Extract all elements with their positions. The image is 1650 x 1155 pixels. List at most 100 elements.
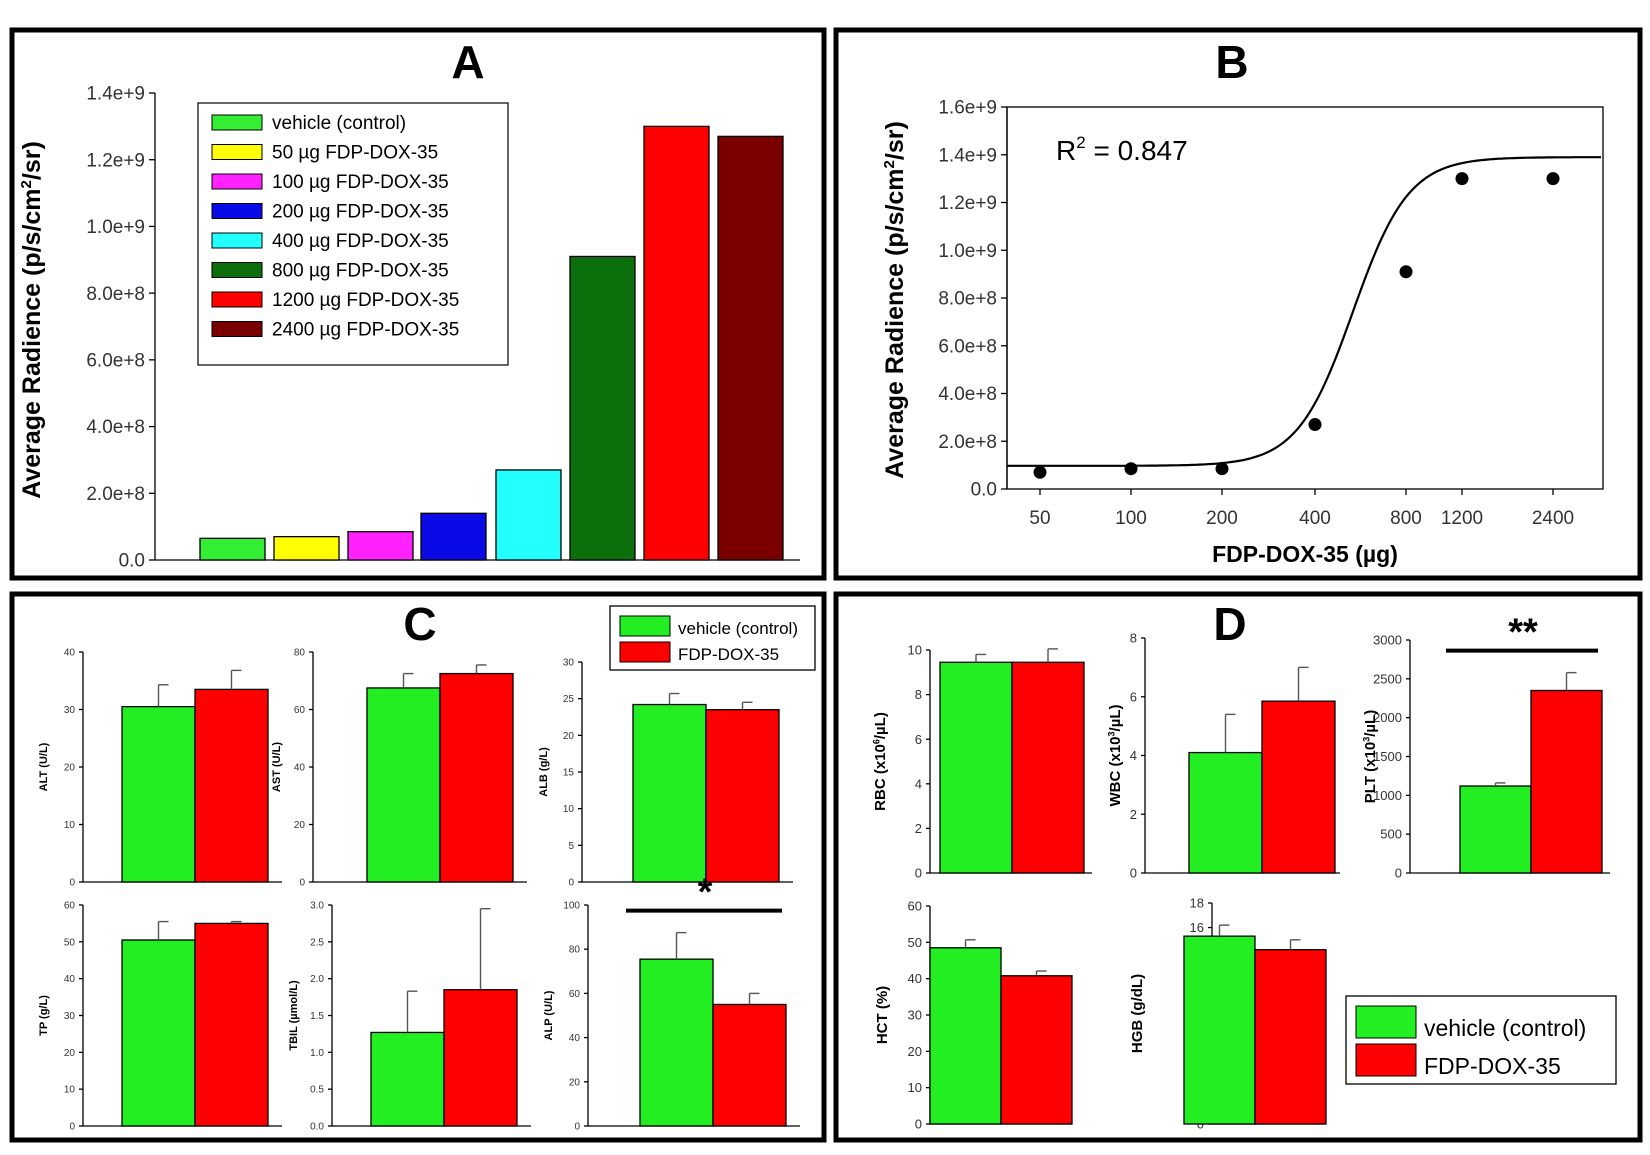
chart-alp-ytick-label: 0 xyxy=(574,1122,580,1133)
panel-a-legend-swatch xyxy=(211,203,263,219)
panel-b-plot-frame xyxy=(1006,106,1604,490)
panel-a-legend-label: vehicle (control) xyxy=(272,113,406,134)
chart-hct-bar xyxy=(929,947,1002,1125)
chart-alb-ytick-label: 5 xyxy=(568,841,574,852)
panel-a-bar xyxy=(569,255,636,561)
chart-rbc-ytick-label: 2 xyxy=(915,821,922,836)
chart-alp-ytick-label: 60 xyxy=(569,989,581,1000)
chart-wbc-ytick-label: 6 xyxy=(1130,689,1137,704)
chart-alb-ytick-label: 20 xyxy=(563,731,575,742)
panel-a-ytick-label: 6.0e+8 xyxy=(86,351,145,372)
chart-hgb-ytick-label: 18 xyxy=(1190,896,1204,911)
chart-tbil-bar xyxy=(443,989,518,1127)
chart-plt-ytick-label: 1000 xyxy=(1373,788,1402,803)
panel-a-bar xyxy=(347,530,414,561)
panel-a-bar xyxy=(273,536,340,561)
chart-alp-ytick-label: 20 xyxy=(569,1077,581,1088)
panel-label-c: C xyxy=(403,598,436,650)
chart-ast-ylabel: AST (U/L) xyxy=(271,742,283,792)
chart-hgb-ytick-label: 16 xyxy=(1190,920,1204,935)
chart-plt-ytick-label: 2500 xyxy=(1373,671,1402,686)
chart-rbc-ytick-label: 8 xyxy=(915,687,922,702)
panel-b-ytick-label: 0.0 xyxy=(971,480,997,501)
panel-b-xtick-label: 1200 xyxy=(1441,508,1483,529)
chart-alb-ytick-label: 10 xyxy=(563,804,575,815)
chart-wbc-ylabel: WBC (x103/µL) xyxy=(1107,704,1124,806)
chart-hct-ytick-label: 0 xyxy=(915,1117,922,1132)
chart-tp-ytick-label: 50 xyxy=(64,937,76,948)
panel-b-xtick-label: 800 xyxy=(1390,508,1422,529)
chart-alp-ytick-label: 40 xyxy=(569,1033,581,1044)
chart-alb-ytick-label: 0 xyxy=(568,878,574,889)
chart-alb-bar xyxy=(705,709,780,883)
chart-plt-ytick-label: 3000 xyxy=(1373,633,1402,648)
panel-b-data-point xyxy=(1546,172,1560,186)
chart-tp-ytick-label: 30 xyxy=(64,1011,76,1022)
panel-a-ytick-label: 1.2e+9 xyxy=(86,150,145,171)
panel-a-bar xyxy=(199,537,266,561)
panel-b-xtick-label: 200 xyxy=(1206,508,1238,529)
panel-d-frame xyxy=(833,591,1643,1143)
chart-alb-ytick-label: 15 xyxy=(563,768,575,779)
panel-a-ytick-label: 1.0e+9 xyxy=(86,217,145,238)
chart-wbc-ytick-label: 8 xyxy=(1130,631,1137,646)
panel-b-fit-curve xyxy=(1007,156,1601,467)
panel-a-legend-swatch xyxy=(211,291,263,308)
chart-ast-ytick-label: 80 xyxy=(294,648,306,659)
r-squared-symbol: R xyxy=(1056,135,1076,166)
panel-c-legend-label: vehicle (control) xyxy=(678,619,798,638)
chart-alp-significance-mark: * xyxy=(698,872,713,914)
chart-tp-bar xyxy=(121,939,196,1127)
panel-b-xtick-label: 2400 xyxy=(1532,508,1574,529)
panel-a-ytick-label: 4.0e+8 xyxy=(86,417,145,438)
chart-ast-ytick-label: 0 xyxy=(299,878,305,889)
chart-tp-ylabel: TP (g/L) xyxy=(38,995,50,1036)
chart-alt-ytick-label: 20 xyxy=(64,763,76,774)
chart-alp-ylabel: ALP (U/L) xyxy=(543,990,555,1040)
panel-a-ytick-label: 2.0e+8 xyxy=(86,484,145,505)
panel-a-legend-swatch xyxy=(211,144,263,160)
panel-b-ytick-label: 4.0e+8 xyxy=(938,384,997,405)
chart-plt-ytick-label: 500 xyxy=(1380,827,1402,842)
panel-b-data-point xyxy=(1399,265,1413,279)
chart-alt-bar xyxy=(121,705,196,883)
r-squared-superscript: 2 xyxy=(1076,133,1085,152)
panel-label-d: D xyxy=(1213,598,1246,650)
panel-a-legend-swatch xyxy=(211,262,263,278)
chart-plt-significance-mark: ** xyxy=(1508,612,1538,654)
chart-tp-ytick-label: 20 xyxy=(64,1048,76,1059)
panel-a-legend-label: 1200 µg FDP-DOX-35 xyxy=(272,290,459,311)
panel-b-ytick-label: 8.0e+8 xyxy=(938,289,997,310)
chart-ast-ytick-label: 40 xyxy=(294,763,306,774)
chart-alb-ytick-label: 25 xyxy=(563,694,575,705)
plots-layer: 0.0 2.0e+8 4.0e+8 6.0e+8 8.0e+8 1.0e+9 1.2e+9 1… xyxy=(18,84,1617,1133)
chart-tp-ytick-label: 0 xyxy=(69,1122,75,1133)
chart-alt-ylabel: ALT (U/L) xyxy=(38,742,50,791)
panel-b-data-point xyxy=(1455,172,1469,186)
panel-a-legend-swatch xyxy=(211,321,263,337)
panel-b-ylabel: Average Radience (p/s/cm2/sr) xyxy=(881,121,909,479)
chart-wbc-ytick-label: 2 xyxy=(1130,807,1137,822)
r-squared-value: = 0.847 xyxy=(1086,135,1188,166)
panel-c-legend-label: FDP-DOX-35 xyxy=(678,645,779,664)
panel-a-legend-swatch xyxy=(211,232,263,249)
chart-hgb-ylabel: HGB (g/dL) xyxy=(1129,974,1146,1053)
chart-rbc-ytick-label: 10 xyxy=(908,643,922,658)
panel-b-ytick-label: 1.4e+9 xyxy=(938,145,997,166)
chart-hct-ylabel: HCT (%) xyxy=(874,986,891,1044)
panel-label-a: A xyxy=(451,36,484,88)
panel-b-xtick-label: 50 xyxy=(1029,508,1050,529)
chart-rbc-ytick-label: 0 xyxy=(915,866,922,881)
panel-b-data-point xyxy=(1308,418,1322,432)
panel-a-legend-swatch xyxy=(211,114,263,131)
panel-c-legend-swatch xyxy=(619,615,671,637)
chart-alt-ytick-label: 40 xyxy=(64,648,76,659)
chart-hct-ytick-label: 10 xyxy=(908,1080,922,1095)
panel-a-ytick-label: 8.0e+8 xyxy=(86,284,145,305)
panel-b-xtick-label: 100 xyxy=(1115,508,1147,529)
chart-plt-ytick-label: 2000 xyxy=(1373,710,1402,725)
chart-hct-ytick-label: 50 xyxy=(908,935,922,950)
panel-a-legend-label: 2400 µg FDP-DOX-35 xyxy=(272,320,459,341)
panel-a-bar xyxy=(717,135,784,561)
